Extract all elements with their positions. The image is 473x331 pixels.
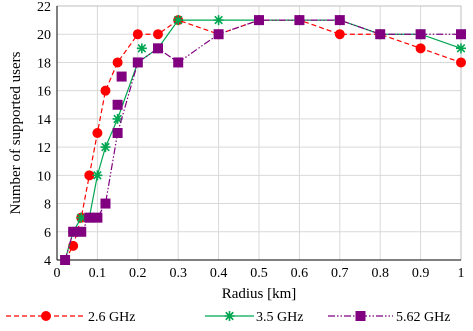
data-point (92, 128, 103, 138)
series-1 (60, 15, 466, 265)
data-point (76, 212, 87, 223)
x-tick-label: 0.5 (250, 266, 268, 281)
data-point (415, 43, 426, 54)
data-point (112, 99, 123, 110)
series-line (64, 19, 461, 261)
series-2 (60, 15, 466, 265)
data-point (334, 29, 345, 40)
y-tick-label: 4 (44, 254, 51, 269)
data-point (136, 43, 147, 54)
data-point (100, 85, 111, 96)
y-tick-label: 20 (37, 28, 51, 43)
x-tick-label: 1 (458, 266, 465, 281)
x-tick-label: 0.1 (89, 266, 107, 281)
x-tick-label: 0.2 (129, 266, 147, 281)
series-line (64, 19, 462, 261)
x-tick-label: 0.8 (371, 266, 389, 281)
legend-label: 3.5 GHz (256, 310, 303, 325)
x-tick-label: 0.7 (331, 266, 349, 281)
series-lines (60, 15, 466, 265)
data-point (213, 29, 224, 40)
legend-marker (355, 311, 366, 321)
data-point (112, 128, 123, 138)
data-point (100, 198, 111, 209)
legend-label: 2.6 GHz (88, 310, 135, 325)
y-tick-label: 14 (37, 113, 51, 128)
legend-item: 2.6 GHz (6, 310, 135, 325)
legend: 2.6 GHz 3.5 GHz 5.62 GHz (6, 310, 450, 325)
y-tick-label: 18 (37, 56, 51, 71)
data-point (456, 29, 466, 40)
data-point (415, 29, 426, 40)
data-point (116, 71, 127, 82)
y-tick-label: 12 (37, 141, 51, 156)
data-point (92, 170, 103, 181)
legend-marker (224, 311, 235, 321)
y-tick-label: 10 (37, 169, 51, 184)
series-3 (60, 15, 466, 265)
data-point (112, 57, 123, 68)
data-point (76, 226, 87, 237)
axes (56, 5, 462, 261)
y-axis-label: Number of supported users (8, 51, 24, 214)
data-point (456, 43, 466, 54)
x-tick-label: 0.9 (412, 266, 430, 281)
x-tick-label: 0 (54, 266, 61, 281)
data-point (294, 15, 305, 26)
data-point (173, 15, 184, 26)
x-tick-label: 0.6 (291, 266, 309, 281)
data-point (334, 15, 345, 26)
data-point (100, 142, 111, 153)
data-point (153, 29, 163, 40)
data-point (132, 29, 143, 40)
data-point (60, 255, 71, 265)
legend-label: 5.62 GHz (396, 310, 450, 325)
data-point (375, 29, 386, 40)
y-tick-label: 16 (37, 85, 51, 100)
legend-item: 5.62 GHz (328, 310, 450, 325)
x-tick-label: 0.3 (169, 266, 187, 281)
data-point (92, 212, 103, 223)
series-line (64, 19, 462, 261)
data-point (213, 15, 224, 26)
y-tick-label: 22 (37, 0, 51, 15)
y-tick-label: 8 (44, 198, 51, 213)
x-axis-label: Radius [km] (222, 286, 297, 302)
legend-marker (41, 311, 51, 321)
data-point (112, 113, 123, 124)
data-point (456, 57, 466, 68)
x-tick-label: 0.4 (210, 266, 228, 281)
data-point (153, 43, 163, 54)
tick-labels: 0 0.1 0.2 0.3 0.4 0.5 0.6 0.7 0.8 0.9 146810121416… (37, 0, 465, 281)
data-point (173, 57, 184, 68)
data-point (132, 57, 143, 68)
legend-item: 3.5 GHz (205, 310, 303, 325)
data-point (254, 15, 264, 26)
y-tick-label: 6 (44, 226, 51, 241)
